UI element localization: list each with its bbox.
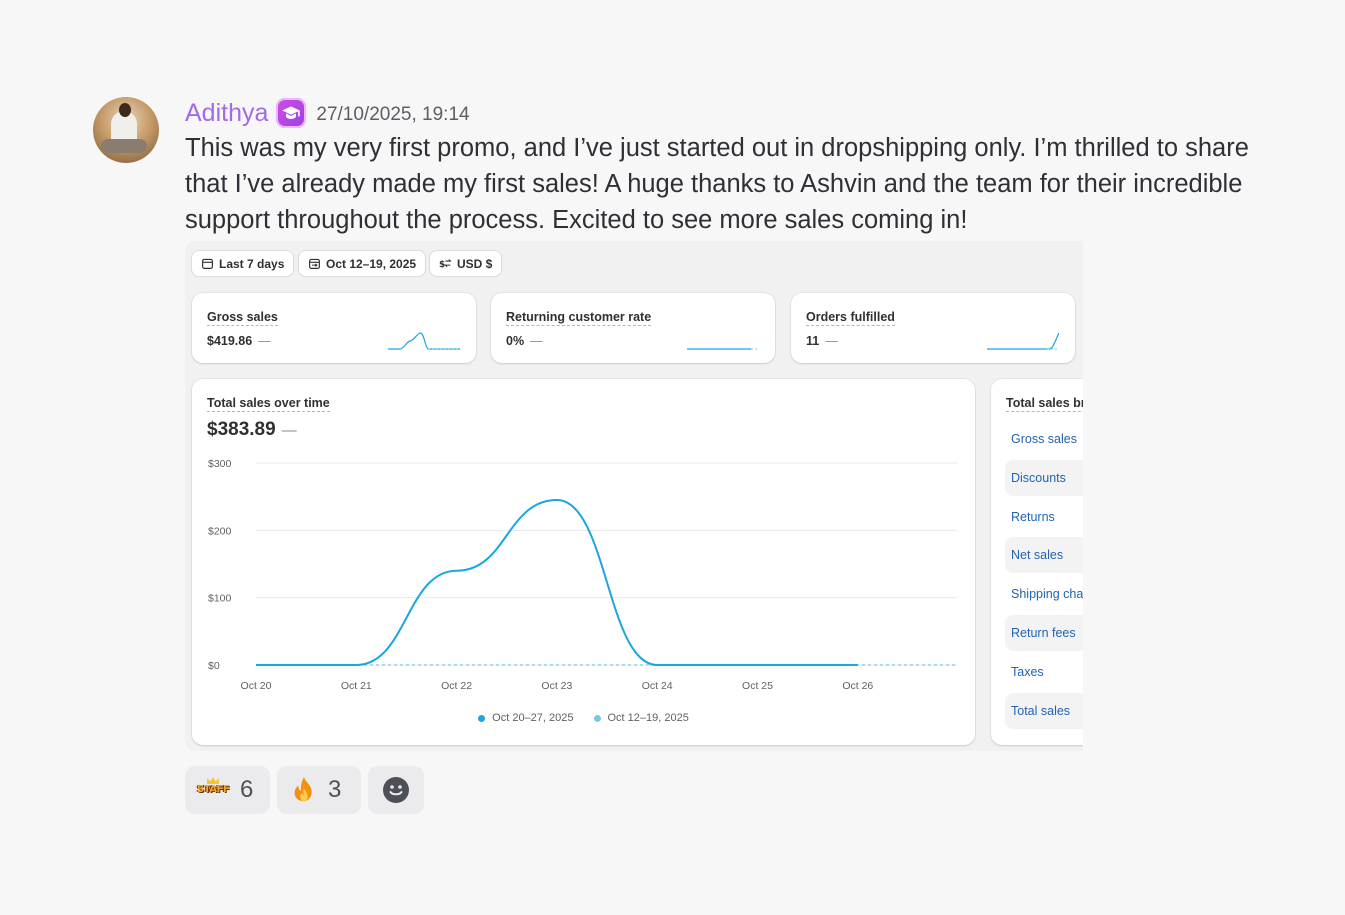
x-tick-label: Oct 21 bbox=[341, 680, 372, 692]
chart-total: $383.89— bbox=[207, 419, 297, 440]
sales-line-chart: $300 $200 $100 $0 Oct 20 Oct 21 Oct 22 Oct 23 Oc… bbox=[208, 458, 957, 692]
currency-exchange-icon: $ bbox=[439, 259, 452, 270]
legend-item-previous: Oct 12–19, 2025 bbox=[593, 712, 689, 724]
y-tick-label: $200 bbox=[208, 525, 232, 537]
metric-value: 11— bbox=[806, 334, 838, 348]
compare-filter-label: Oct 12–19, 2025 bbox=[326, 256, 417, 271]
attached-image[interactable]: Last 7 days Oct 12–19, 2025 $ USD $ Gros… bbox=[185, 241, 1083, 751]
breakdown-row[interactable]: Taxes bbox=[1011, 665, 1044, 679]
metric-title: Gross sales bbox=[207, 310, 278, 326]
author-name[interactable]: Adithya bbox=[185, 98, 269, 127]
metric-card-returning-rate: Returning customer rate 0% — bbox=[491, 293, 775, 363]
metric-title: Returning customer rate bbox=[506, 310, 652, 326]
sparkline bbox=[388, 332, 460, 350]
x-tick-label: Oct 25 bbox=[742, 680, 773, 692]
avatar[interactable] bbox=[93, 97, 159, 163]
message-header: Adithya 27/10/2025, 19:14 bbox=[185, 96, 470, 130]
message-text: This was my very first promo, and I’ve j… bbox=[185, 134, 1249, 234]
metric-value: 0% — bbox=[506, 334, 543, 348]
reaction-staff[interactable]: STAFF 6 bbox=[185, 766, 270, 814]
series-line-current bbox=[255, 499, 858, 666]
compare-filter: Oct 12–19, 2025 bbox=[299, 251, 426, 276]
chart-legend: Oct 20–27, 2025 Oct 12–19, 2025 bbox=[192, 712, 975, 724]
add-reaction-button[interactable] bbox=[368, 766, 424, 814]
avatar-photo-head bbox=[119, 103, 131, 117]
sales-breakdown-card: Total sales br Gross sales Discounts Ret… bbox=[991, 379, 1083, 745]
add-reaction-icon bbox=[383, 777, 409, 803]
period-filter: Last 7 days bbox=[192, 251, 294, 276]
x-tick-label: Oct 23 bbox=[541, 680, 572, 692]
reaction-count: 3 bbox=[328, 776, 342, 803]
x-tick-label: Oct 24 bbox=[642, 680, 673, 692]
breakdown-row[interactable]: Net sales bbox=[1005, 537, 1083, 573]
sales-chart-card: Total sales over time $383.89— $300 $200 $… bbox=[192, 379, 975, 745]
chart-title: Total sales over time bbox=[207, 396, 330, 412]
breakdown-title: Total sales br bbox=[1006, 396, 1083, 412]
y-tick-label: $0 bbox=[208, 660, 220, 672]
breakdown-row[interactable]: Total sales bbox=[1005, 693, 1083, 729]
y-tick-label: $100 bbox=[208, 593, 232, 605]
sparkline bbox=[987, 332, 1059, 350]
svg-text:$: $ bbox=[439, 260, 445, 270]
x-tick-label: Oct 20 bbox=[241, 680, 272, 692]
avatar-photo-legs bbox=[101, 139, 147, 153]
period-filter-label: Last 7 days bbox=[219, 256, 285, 271]
reaction-fire[interactable]: 3 bbox=[277, 766, 361, 814]
breakdown-row[interactable]: Gross sales bbox=[1011, 432, 1077, 446]
fire-icon bbox=[294, 776, 312, 802]
metric-value: $419.86— bbox=[207, 334, 271, 348]
staff-emoji: STAFF bbox=[197, 777, 231, 801]
metric-title: Orders fulfilled bbox=[806, 310, 895, 326]
x-tick-label: Oct 22 bbox=[441, 680, 472, 692]
legend-item-current: Oct 20–27, 2025 bbox=[478, 712, 574, 724]
breakdown-row[interactable]: Return fees bbox=[1005, 615, 1083, 651]
calendar-icon bbox=[202, 258, 213, 269]
breakdown-row[interactable]: Returns bbox=[1011, 510, 1055, 524]
breakdown-row[interactable]: Shipping cha bbox=[1011, 587, 1083, 601]
x-tick-label: Oct 26 bbox=[842, 680, 873, 692]
graduation-cap-icon[interactable] bbox=[276, 98, 307, 128]
metric-card-gross-sales: Gross sales $419.86— bbox=[192, 293, 476, 363]
currency-filter: $ USD $ bbox=[430, 251, 502, 276]
breakdown-row[interactable]: Discounts bbox=[1005, 460, 1083, 496]
sparkline bbox=[687, 348, 759, 350]
currency-filter-label: USD $ bbox=[457, 256, 493, 271]
reaction-count: 6 bbox=[240, 776, 254, 803]
y-tick-label: $300 bbox=[208, 458, 232, 470]
metric-card-orders-fulfilled: Orders fulfilled 11— bbox=[791, 293, 1075, 363]
calendar-compare-icon bbox=[309, 258, 320, 269]
message-timestamp: 27/10/2025, 19:14 bbox=[316, 104, 470, 125]
